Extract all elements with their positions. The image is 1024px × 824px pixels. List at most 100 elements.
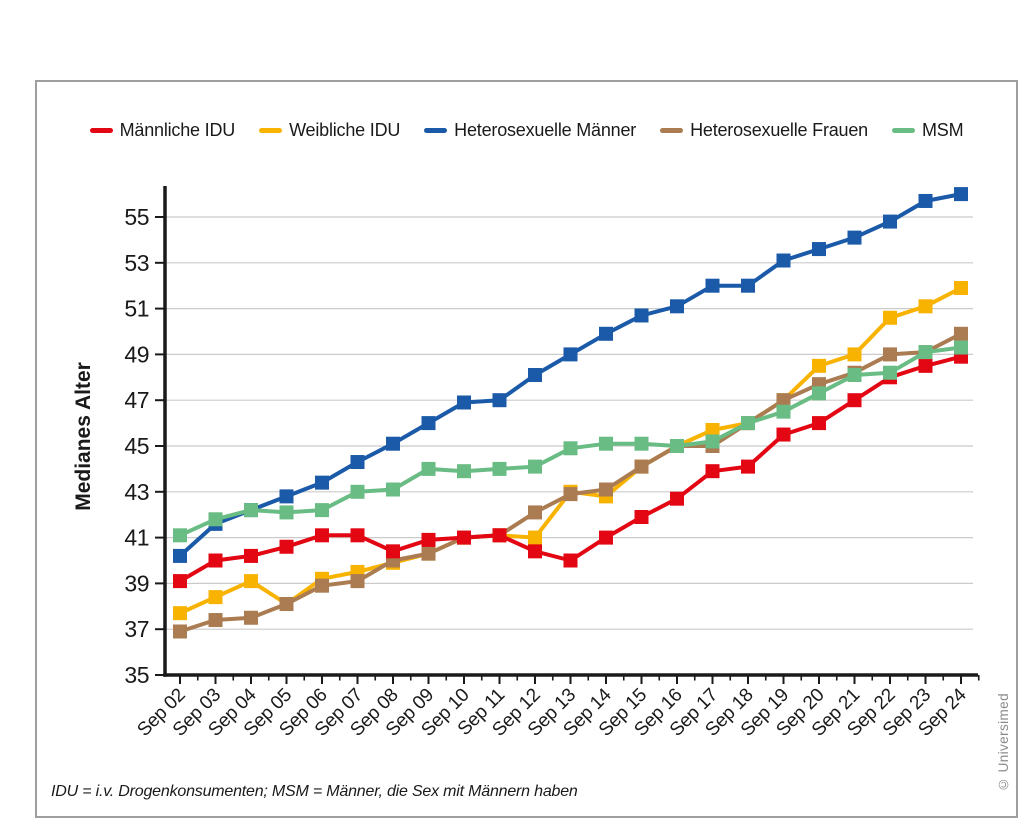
data-point-heterosexuelle-frauen xyxy=(954,326,968,341)
data-point-heterosexuelle-frauen xyxy=(776,393,791,408)
data-point-heterosexuelle-maenner xyxy=(173,548,187,563)
legend-swatch xyxy=(660,128,684,133)
data-point-heterosexuelle-maenner xyxy=(563,347,578,362)
data-point-msm xyxy=(599,436,613,451)
data-point-weibliche-idu xyxy=(244,574,258,589)
data-point-weibliche-idu xyxy=(208,590,223,605)
data-point-heterosexuelle-maenner xyxy=(812,242,826,257)
data-point-heterosexuelle-maenner xyxy=(492,393,507,408)
y-tick-label: 51 xyxy=(124,296,149,322)
data-point-heterosexuelle-maenner xyxy=(634,308,649,323)
data-point-maennliche-idu xyxy=(634,509,649,524)
data-point-heterosexuelle-frauen xyxy=(173,624,187,639)
data-point-msm xyxy=(634,436,649,451)
y-tick-label: 53 xyxy=(124,250,149,276)
legend-item: Heterosexuelle Männer xyxy=(424,120,636,141)
data-point-heterosexuelle-maenner xyxy=(457,395,471,410)
data-point-weibliche-idu xyxy=(883,310,897,325)
data-point-msm xyxy=(492,461,507,476)
data-point-heterosexuelle-maenner xyxy=(918,193,933,208)
legend-label: Heterosexuelle Frauen xyxy=(690,120,868,140)
legend-label: Weibliche IDU xyxy=(289,120,401,140)
y-tick-label: 45 xyxy=(124,433,149,459)
data-point-weibliche-idu xyxy=(812,358,826,373)
data-point-maennliche-idu xyxy=(563,553,578,568)
data-point-maennliche-idu xyxy=(208,553,223,568)
data-point-weibliche-idu xyxy=(847,347,862,362)
data-point-heterosexuelle-frauen xyxy=(528,505,542,520)
series-line-maennliche-idu xyxy=(178,354,962,583)
data-point-maennliche-idu xyxy=(528,544,542,559)
data-point-heterosexuelle-maenner xyxy=(741,278,755,293)
data-point-maennliche-idu xyxy=(705,464,720,479)
legend: Männliche IDU Weibliche IDU Heterosexuelle… xyxy=(37,120,1016,141)
legend-item: Heterosexuelle Frauen xyxy=(660,120,868,141)
data-point-maennliche-idu xyxy=(812,416,826,431)
data-point-maennliche-idu xyxy=(350,528,365,543)
copyright-credit: © Universimed xyxy=(996,693,1011,792)
legend-label: MSM xyxy=(921,120,964,140)
data-point-heterosexuelle-maenner xyxy=(386,436,400,451)
legend-swatch xyxy=(89,128,113,133)
data-point-heterosexuelle-maenner xyxy=(350,455,365,470)
data-point-msm xyxy=(741,416,755,431)
data-point-msm xyxy=(386,482,400,497)
data-point-msm xyxy=(776,404,791,419)
data-point-heterosexuelle-frauen xyxy=(563,487,578,502)
legend-item: Männliche IDU xyxy=(89,120,236,141)
data-point-heterosexuelle-frauen xyxy=(208,613,223,628)
data-point-heterosexuelle-maenner xyxy=(776,253,791,268)
data-point-maennliche-idu xyxy=(918,358,933,373)
data-point-msm xyxy=(244,503,258,518)
data-point-heterosexuelle-frauen xyxy=(350,574,365,589)
legend-swatch xyxy=(424,128,448,133)
data-point-heterosexuelle-frauen xyxy=(279,597,294,612)
y-tick-label: 47 xyxy=(124,387,149,413)
data-point-heterosexuelle-frauen xyxy=(634,459,649,474)
y-tick-label: 43 xyxy=(124,479,149,505)
y-tick-label: 49 xyxy=(124,341,149,367)
data-point-heterosexuelle-maenner xyxy=(670,299,684,314)
data-point-heterosexuelle-maenner xyxy=(705,278,720,293)
data-point-heterosexuelle-frauen xyxy=(599,482,613,497)
legend-item: Weibliche IDU xyxy=(259,120,400,141)
data-point-maennliche-idu xyxy=(670,491,684,506)
data-point-weibliche-idu xyxy=(528,530,542,545)
y-tick-label: 37 xyxy=(124,616,149,642)
data-point-heterosexuelle-maenner xyxy=(315,475,329,490)
data-point-maennliche-idu xyxy=(315,528,329,543)
data-point-heterosexuelle-maenner xyxy=(279,489,294,504)
data-point-maennliche-idu xyxy=(173,574,187,589)
legend-item: MSM xyxy=(891,120,964,141)
data-point-msm xyxy=(528,459,542,474)
data-point-msm xyxy=(883,365,897,380)
data-point-msm xyxy=(705,434,720,449)
data-point-heterosexuelle-maenner xyxy=(847,230,862,245)
data-point-msm xyxy=(457,464,471,479)
data-point-msm xyxy=(315,503,329,518)
data-point-heterosexuelle-maenner xyxy=(421,416,436,431)
data-point-heterosexuelle-frauen xyxy=(883,347,897,362)
data-point-msm xyxy=(670,439,684,453)
data-point-maennliche-idu xyxy=(457,530,471,545)
data-point-heterosexuelle-maenner xyxy=(883,214,897,229)
legend-label: Heterosexuelle Männer xyxy=(454,120,637,140)
data-point-weibliche-idu xyxy=(954,280,968,295)
data-point-msm xyxy=(954,340,968,355)
data-point-maennliche-idu xyxy=(279,539,294,554)
chart-footnote: IDU = i.v. Drogenkonsumenten; MSM = Männ… xyxy=(51,783,578,800)
data-point-maennliche-idu xyxy=(847,393,862,408)
y-tick-label: 39 xyxy=(124,570,149,596)
legend-label: Männliche IDU xyxy=(119,120,236,140)
data-point-maennliche-idu xyxy=(776,427,791,442)
data-point-msm xyxy=(847,368,862,383)
data-point-msm xyxy=(208,512,223,527)
data-point-msm xyxy=(812,386,826,401)
data-point-heterosexuelle-frauen xyxy=(421,546,436,561)
data-point-maennliche-idu xyxy=(421,532,436,547)
data-point-weibliche-idu xyxy=(918,299,933,314)
data-point-maennliche-idu xyxy=(386,544,400,559)
data-point-msm xyxy=(918,345,933,360)
data-point-maennliche-idu xyxy=(492,528,507,543)
